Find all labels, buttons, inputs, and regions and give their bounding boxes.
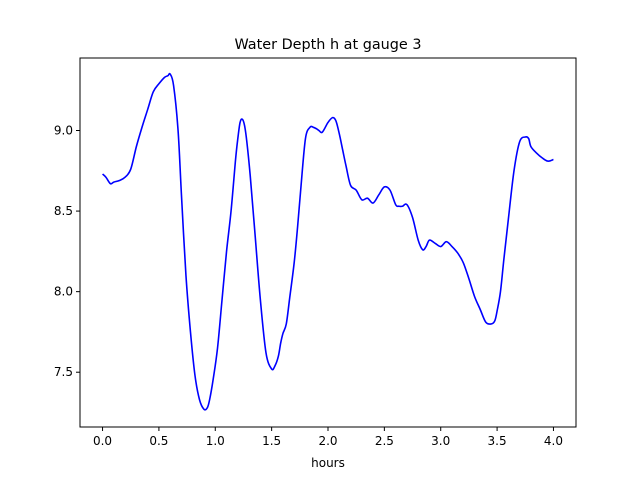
x-tick-label: 0.0: [93, 434, 112, 448]
y-tick-label: 7.5: [54, 365, 73, 379]
x-tick-label: 2.0: [318, 434, 337, 448]
x-tick-label: 4.0: [544, 434, 563, 448]
x-tick-label: 1.5: [262, 434, 281, 448]
y-tick-label: 9.0: [54, 124, 73, 138]
x-tick-label: 3.5: [488, 434, 507, 448]
series-line-0: [102, 72, 554, 411]
x-tick-label: 3.0: [431, 434, 450, 448]
x-axis-label: hours: [311, 456, 345, 470]
x-axis: 0.0 0.5 1.0 1.5 2.0 2.5 3.0 3.5 4.0: [93, 427, 563, 448]
y-axis: 7.5 8.0 8.5 9.0: [54, 124, 80, 379]
x-tick-label: 2.5: [375, 434, 394, 448]
y-tick-label: 8.0: [54, 285, 73, 299]
x-tick-label: 0.5: [149, 434, 168, 448]
series-layer: [102, 72, 554, 411]
chart-title: Water Depth h at gauge 3: [234, 37, 421, 53]
x-tick-label: 1.0: [206, 434, 225, 448]
y-tick-label: 8.5: [54, 204, 73, 218]
